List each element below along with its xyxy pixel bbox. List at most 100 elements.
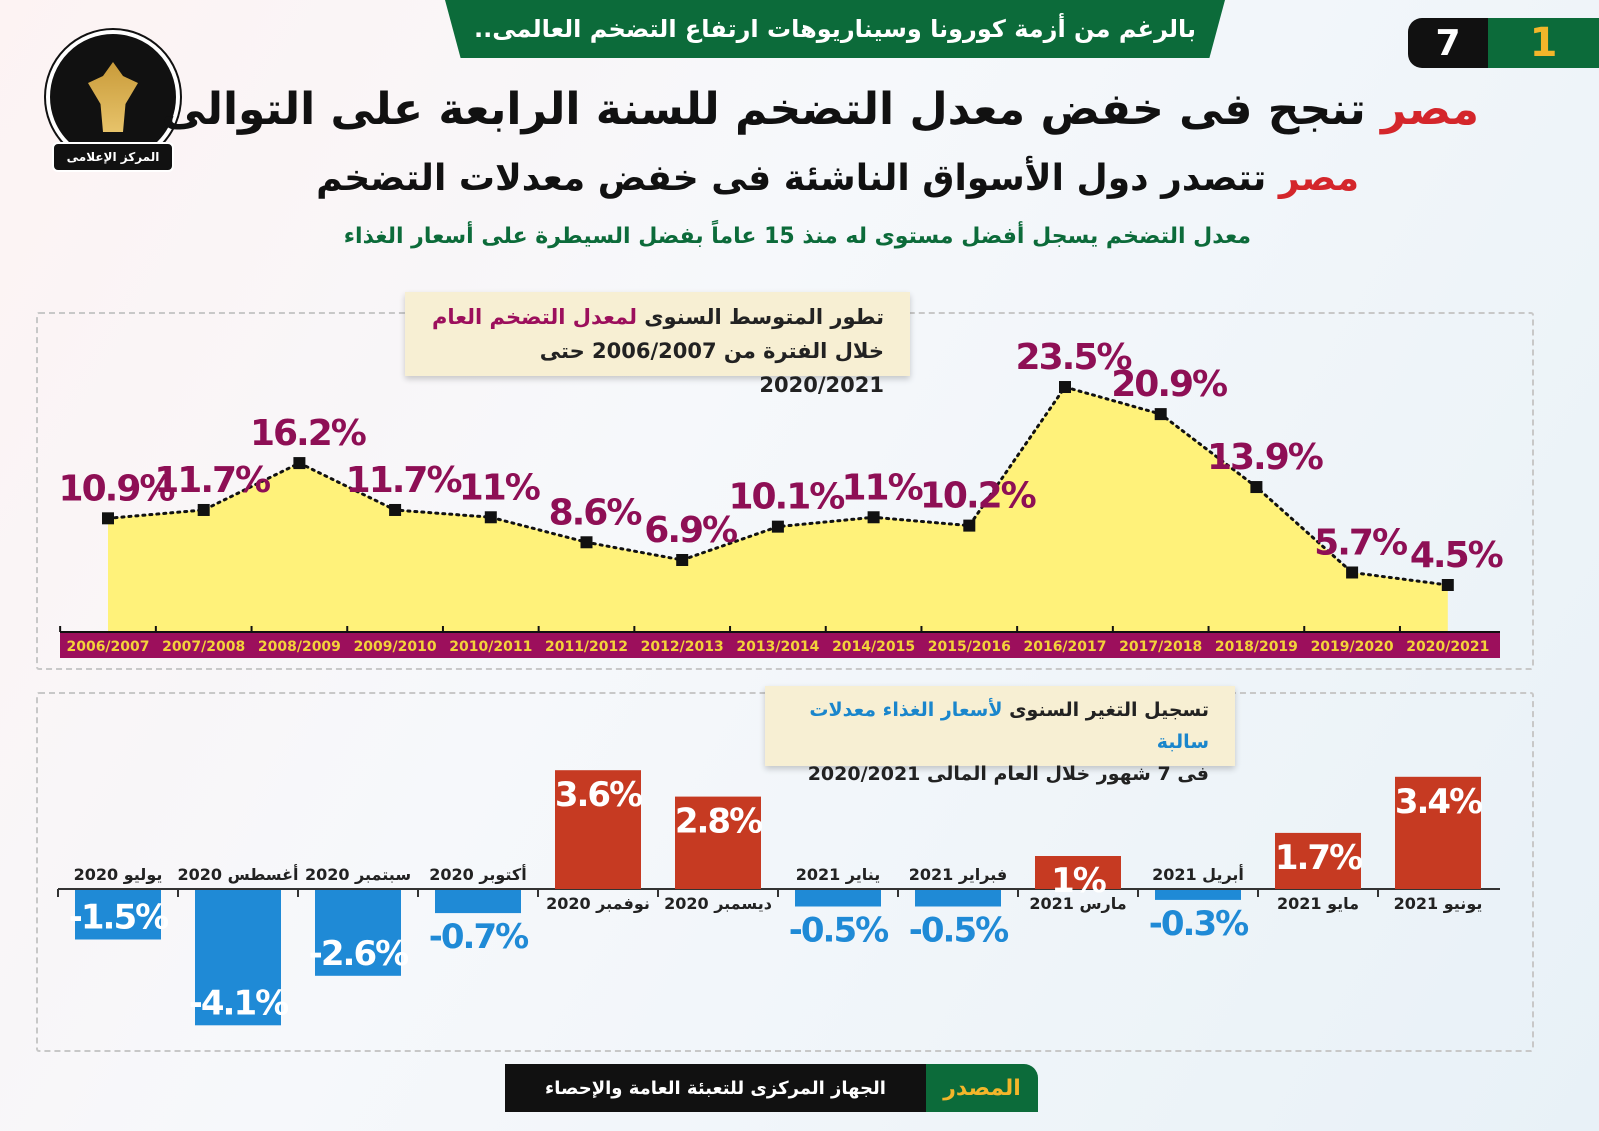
x-tick-label: 2020/2021 bbox=[1406, 639, 1489, 655]
x-tick-label: 2015/2016 bbox=[928, 639, 1011, 655]
page-indicator: 7 1 bbox=[1408, 18, 1599, 68]
bar-value: -0.5% bbox=[789, 911, 888, 951]
data-label: 11.7% bbox=[346, 460, 462, 501]
data-label: 6.9% bbox=[644, 510, 737, 551]
month-label: مارس 2021 bbox=[1029, 894, 1126, 913]
month-label: مايو 2021 bbox=[1277, 894, 1359, 913]
chart-subtitle: فى 7 شهور خلال العام المالى 2020/2021 bbox=[807, 763, 1209, 785]
subtitle-highlight: مصر bbox=[1278, 158, 1359, 199]
bar bbox=[75, 890, 161, 940]
data-label: 11% bbox=[842, 467, 923, 508]
data-label: 4.5% bbox=[1410, 535, 1503, 576]
data-label: 20.9% bbox=[1111, 364, 1227, 405]
data-point bbox=[676, 553, 689, 566]
month-label: فبراير 2021 bbox=[909, 865, 1008, 884]
x-tick-label: 2006/2007 bbox=[66, 639, 149, 655]
x-tick-label: 2012/2013 bbox=[641, 639, 724, 655]
page-subtitle: مصر تتصدر دول الأسواق الناشئة فى خفض معد… bbox=[316, 158, 1359, 199]
bar bbox=[195, 890, 281, 1026]
chart-subtitle: خلال الفترة من 2006/2007 حتى 2020/2021 bbox=[539, 339, 884, 397]
bar bbox=[555, 770, 641, 889]
source-label: المصدر bbox=[926, 1064, 1038, 1112]
x-tick-label: 2007/2008 bbox=[162, 639, 245, 655]
area-fill bbox=[108, 387, 1448, 632]
bar bbox=[915, 890, 1001, 907]
inflation-chart-title: تطور المتوسط السنوى لمعدل التضخم العام خ… bbox=[405, 292, 910, 397]
top-banner: بالرغم من أزمة كورونا وسيناريوهات ارتفاع… bbox=[445, 0, 1225, 58]
bar bbox=[795, 890, 881, 907]
data-point bbox=[102, 512, 114, 525]
x-tick-label: 2011/2012 bbox=[545, 639, 628, 655]
food-chart-title: تسجيل التغير السنوى لأسعار الغذاء معدلات… bbox=[765, 686, 1235, 785]
logo-ribbon: المركز الإعلامى bbox=[52, 142, 174, 172]
title-part: تسجيل التغير السنوى bbox=[1002, 699, 1209, 721]
bar bbox=[435, 890, 521, 914]
source-text: الجهاز المركزى للتعبئة العامة والإحصاء bbox=[505, 1064, 926, 1112]
data-label: 13.9% bbox=[1207, 437, 1323, 478]
bar-value: 1% bbox=[1051, 861, 1106, 901]
bar bbox=[1395, 776, 1481, 889]
title-highlight: مصر bbox=[1381, 84, 1479, 135]
month-label: نوفمبر 2020 bbox=[546, 894, 650, 913]
x-tick-label: 2014/2015 bbox=[832, 639, 915, 655]
x-tick-label: 2017/2018 bbox=[1119, 639, 1202, 655]
x-tick-label: 2008/2009 bbox=[258, 639, 341, 655]
x-tick-label: 2009/2010 bbox=[354, 639, 437, 655]
bar bbox=[1155, 890, 1241, 900]
x-axis-band bbox=[60, 632, 1500, 658]
data-label: 23.5% bbox=[1016, 337, 1132, 378]
title-highlight: لأسعار الغذاء معدلات سالبة bbox=[809, 699, 1209, 753]
data-label: 8.6% bbox=[549, 492, 642, 533]
data-label: 5.7% bbox=[1314, 522, 1407, 563]
month-label: يوليو 2020 bbox=[74, 865, 163, 884]
month-label: يونيو 2021 bbox=[1394, 894, 1483, 913]
data-label: 10.1% bbox=[728, 477, 844, 518]
bar-value: -0.5% bbox=[909, 911, 1008, 951]
tagline: معدل التضخم يسجل أفضل مستوى له منذ 15 عا… bbox=[343, 224, 1251, 249]
page-total: 7 bbox=[1408, 18, 1488, 68]
x-tick-label: 2018/2019 bbox=[1215, 639, 1298, 655]
data-label: 10.9% bbox=[59, 468, 175, 509]
bar-value: -0.3% bbox=[1149, 904, 1248, 944]
source-footer: المصدر الجهاز المركزى للتعبئة العامة وال… bbox=[505, 1064, 1038, 1112]
title-rest: تنجح فى خفض معدل التضخم للسنة الرابعة عل… bbox=[161, 84, 1382, 135]
month-label: ديسمبر 2020 bbox=[664, 894, 772, 913]
data-label: 16.2% bbox=[250, 413, 366, 454]
month-label: أغسطس 2020 bbox=[178, 864, 299, 884]
data-point bbox=[1346, 566, 1359, 579]
data-point bbox=[580, 536, 593, 549]
data-point bbox=[197, 503, 210, 516]
month-label: يناير 2021 bbox=[796, 865, 881, 884]
data-point bbox=[389, 503, 402, 516]
bar-value: 2.8% bbox=[675, 802, 762, 842]
subtitle-rest: تتصدر دول الأسواق الناشئة فى خفض معدلات … bbox=[316, 158, 1279, 199]
page-title: مصر تنجح فى خفض معدل التضخم للسنة الرابع… bbox=[162, 84, 1479, 135]
data-point bbox=[293, 457, 306, 470]
data-label: 11.7% bbox=[154, 460, 270, 501]
data-point bbox=[1441, 579, 1454, 591]
data-point bbox=[1154, 408, 1167, 421]
bar bbox=[675, 796, 761, 889]
x-tick-label: 2010/2011 bbox=[449, 639, 532, 655]
bar-value: -0.7% bbox=[429, 917, 528, 957]
month-label: أبريل 2021 bbox=[1152, 864, 1244, 884]
data-point bbox=[867, 511, 880, 524]
bar-value: 1.7% bbox=[1275, 838, 1362, 878]
data-point bbox=[484, 511, 497, 524]
month-label: سبتمبر 2020 bbox=[305, 865, 411, 884]
bar-value: -4.1% bbox=[189, 983, 288, 1023]
data-point bbox=[1250, 481, 1263, 494]
title-part: تطور المتوسط السنوى bbox=[636, 305, 884, 329]
bar-value: 3.6% bbox=[555, 775, 642, 815]
bar bbox=[1275, 832, 1361, 889]
page-current: 1 bbox=[1488, 18, 1599, 68]
bar bbox=[1035, 856, 1121, 889]
bar-value: -2.6% bbox=[309, 934, 408, 974]
data-label: 10.2% bbox=[920, 476, 1036, 517]
bar bbox=[315, 890, 401, 976]
data-point bbox=[963, 519, 976, 532]
month-label: أكتوبر 2020 bbox=[429, 864, 526, 884]
x-tick-label: 2019/2020 bbox=[1311, 639, 1394, 655]
x-tick-label: 2016/2017 bbox=[1023, 639, 1106, 655]
